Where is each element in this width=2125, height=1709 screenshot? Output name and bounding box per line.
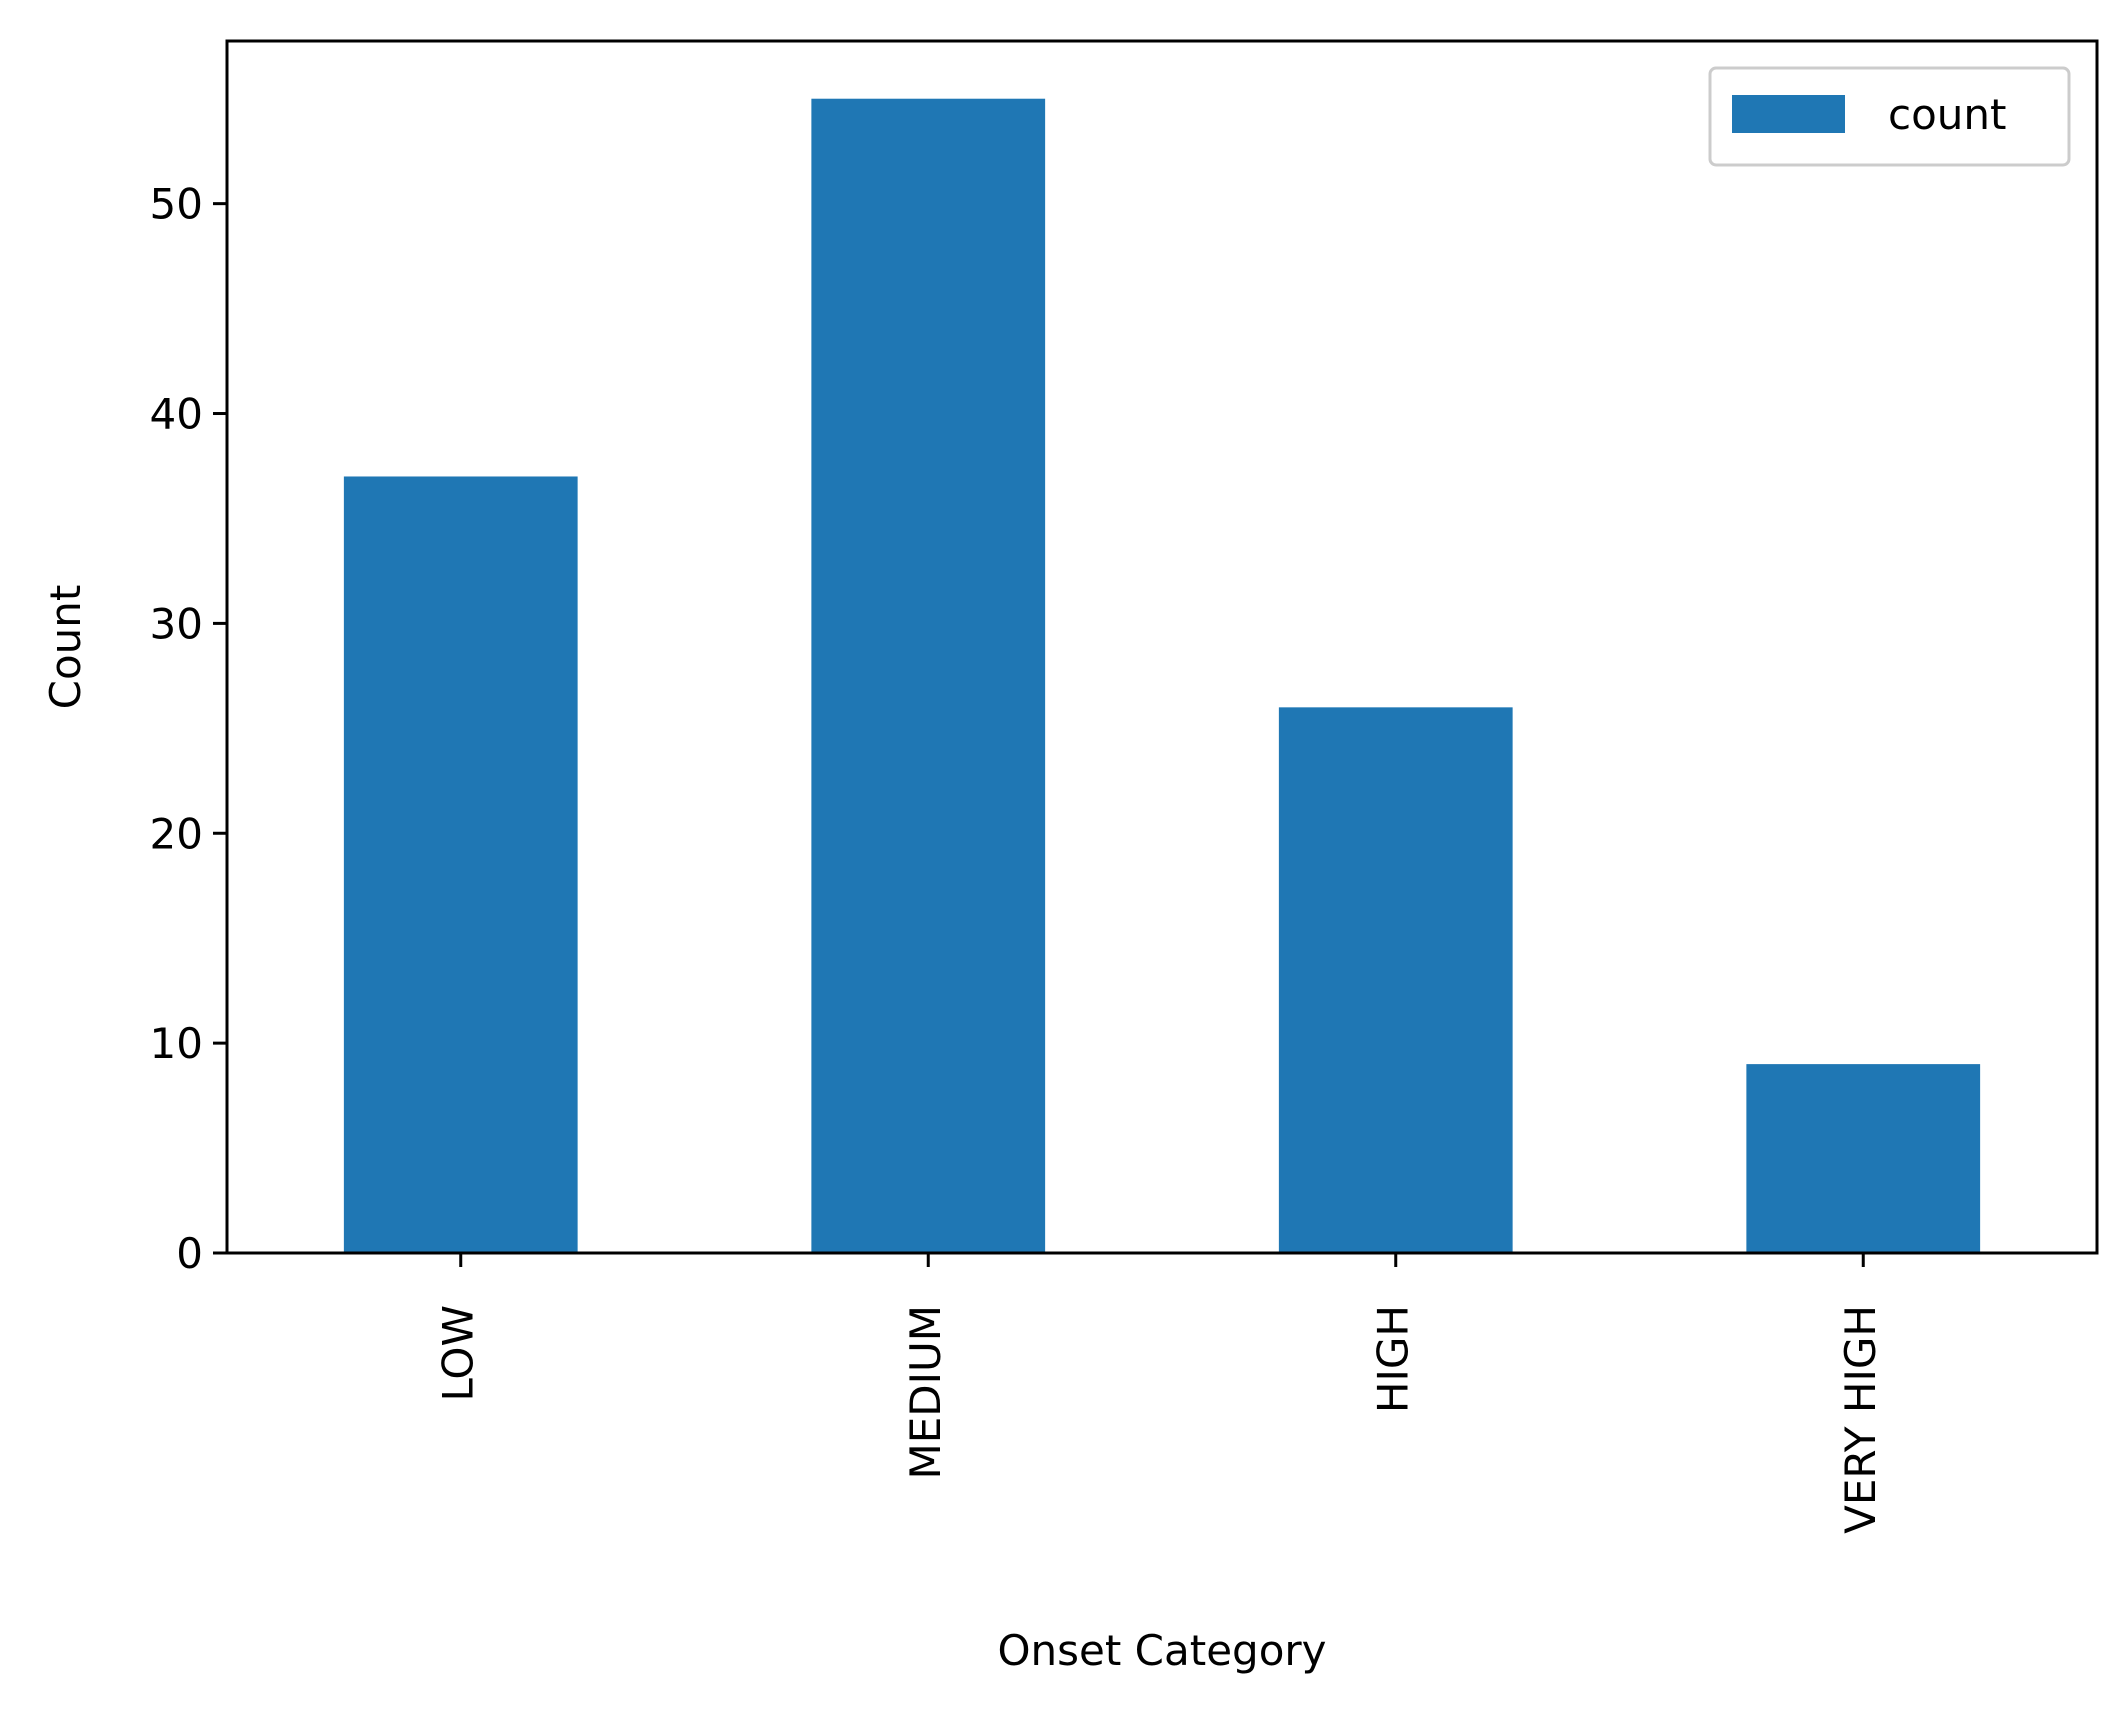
y-tick-label: 0 — [176, 1229, 203, 1278]
legend: count — [1710, 68, 2069, 165]
bar-high — [1279, 707, 1513, 1253]
bar-very-high — [1746, 1064, 1980, 1253]
y-tick-label: 10 — [150, 1019, 203, 1068]
y-tick-label: 50 — [150, 180, 203, 229]
legend-swatch — [1732, 95, 1845, 133]
y-tick-label: 30 — [150, 599, 203, 648]
x-tick-label: HIGH — [1368, 1305, 1417, 1413]
x-tick-label: LOW — [433, 1305, 482, 1402]
legend-label: count — [1888, 90, 2007, 139]
y-tick-label: 20 — [150, 809, 203, 858]
x-tick-label: VERY HIGH — [1836, 1305, 1885, 1534]
x-axis-title: Onset Category — [997, 1626, 1326, 1675]
y-axis-title: Count — [41, 585, 90, 710]
x-tick-label: MEDIUM — [901, 1305, 950, 1479]
bar-medium — [811, 99, 1045, 1253]
y-tick-label: 40 — [150, 390, 203, 439]
bar-low — [344, 476, 578, 1253]
